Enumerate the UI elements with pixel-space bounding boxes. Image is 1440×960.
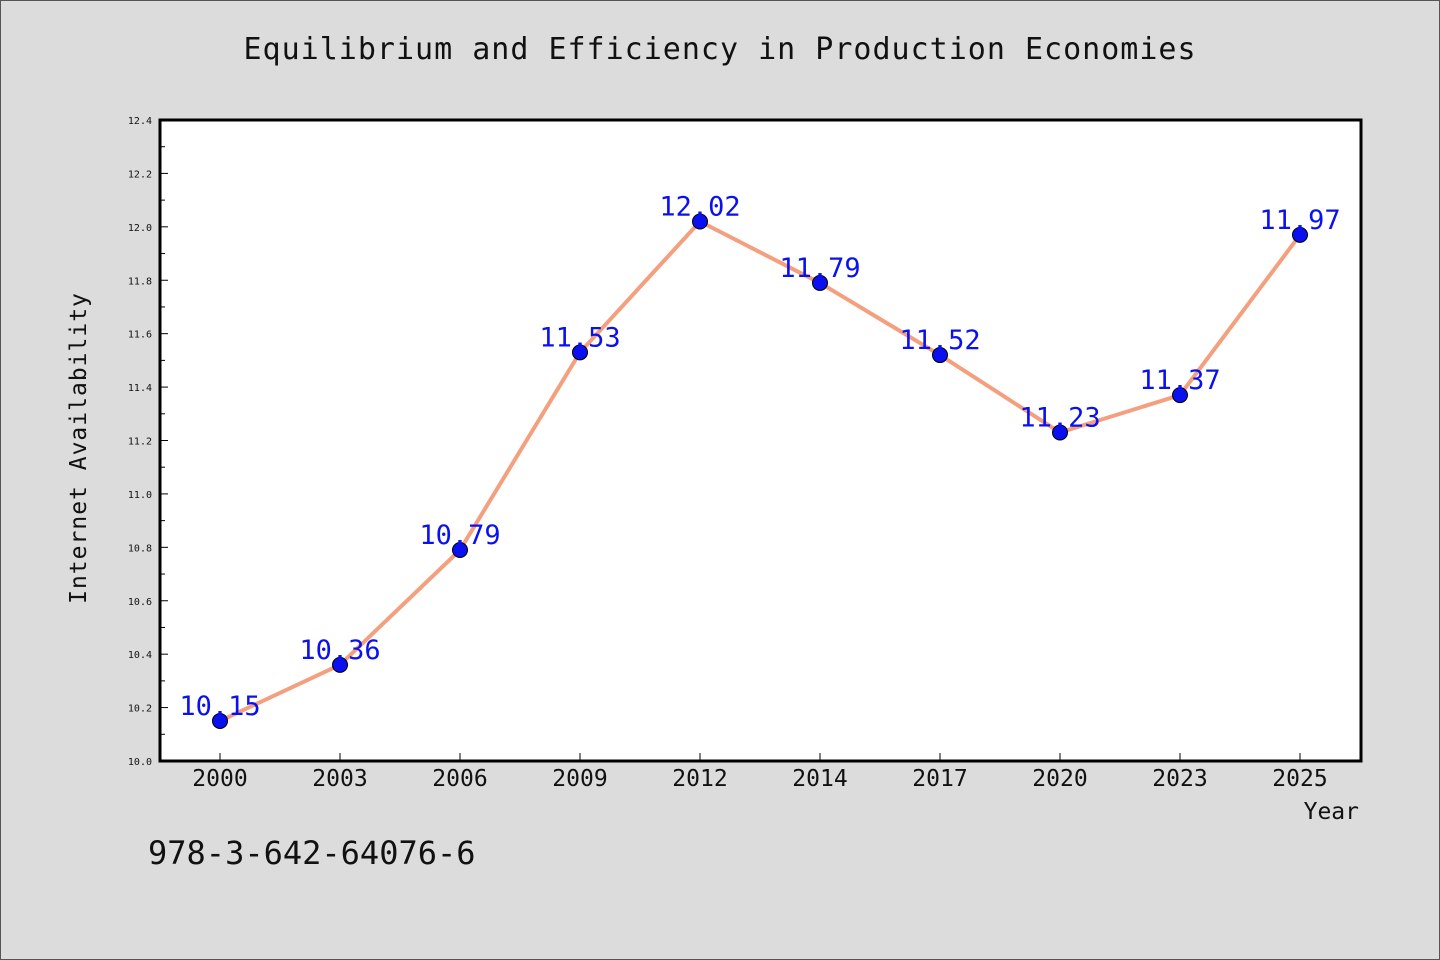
data-label: 11.37 [1139, 365, 1220, 396]
y-tick-label: 12.4 [128, 116, 152, 127]
data-label: 12.02 [659, 191, 740, 222]
y-tick-label: 11.6 [128, 330, 152, 341]
y-axis-label: Internet Availability [66, 292, 92, 604]
y-tick-label: 11.8 [128, 276, 152, 287]
data-point [332, 656, 348, 673]
data-label: 10.36 [299, 635, 380, 666]
y-tick-label: 10.8 [128, 543, 152, 554]
data-label: 11.97 [1259, 205, 1340, 236]
x-tick-label: 2017 [912, 766, 967, 792]
data-label: 11.23 [1019, 402, 1100, 433]
y-tick-label: 10.0 [128, 757, 152, 768]
x-axis: 2000 2003 2006 2009 2012 2014 2017 2020 2023 2025 [192, 753, 1328, 792]
data-label: 11.79 [779, 253, 860, 284]
x-tick-label: 2014 [792, 766, 847, 792]
isbn-label: 978-3-642-64076-6 [148, 834, 476, 872]
y-tick-label: 10.6 [128, 597, 152, 608]
x-tick-label: 2009 [552, 766, 607, 792]
data-point [212, 712, 228, 729]
data-point [932, 347, 948, 364]
x-tick-label: 2006 [432, 766, 487, 792]
x-tick-label: 2000 [192, 766, 247, 792]
data-point [1172, 387, 1188, 404]
x-tick-label: 2025 [1272, 766, 1327, 792]
y-tick-label: 11.0 [128, 490, 152, 501]
data-label: 10.79 [419, 520, 500, 551]
y-tick-label: 12.2 [128, 169, 152, 180]
x-tick-label: 2020 [1032, 766, 1087, 792]
y-tick-label: 10.4 [128, 650, 152, 661]
data-label: 11.53 [539, 322, 620, 353]
data-point [692, 213, 708, 230]
y-axis: 10.0 10.2 10.4 10.6 10.8 11.0 11.2 11.4 11.6 11.8… [128, 116, 168, 768]
series-line [218, 219, 1302, 723]
y-tick-label: 11.2 [128, 437, 152, 448]
x-tick-label: 2012 [672, 766, 727, 792]
x-tick-label: 2003 [312, 766, 367, 792]
y-tick-label: 11.4 [128, 383, 152, 394]
data-point [812, 274, 828, 291]
data-point [572, 344, 588, 361]
y-tick-label: 12.0 [128, 223, 152, 234]
data-point [1292, 226, 1308, 243]
series-group: 10.15 10.36 10.79 11.53 12.02 11.79 11.52 11.23… [179, 191, 1341, 729]
data-point [1052, 424, 1068, 441]
y-tick-label: 10.2 [128, 704, 152, 715]
data-point [452, 542, 468, 559]
data-label: 10.15 [179, 691, 260, 722]
x-axis-label: Year [1304, 799, 1359, 825]
x-tick-label: 2023 [1152, 766, 1207, 792]
chart-title: Equilibrium and Efficiency in Production… [243, 32, 1197, 67]
data-label: 11.52 [899, 325, 980, 356]
plot-area [158, 118, 1363, 763]
